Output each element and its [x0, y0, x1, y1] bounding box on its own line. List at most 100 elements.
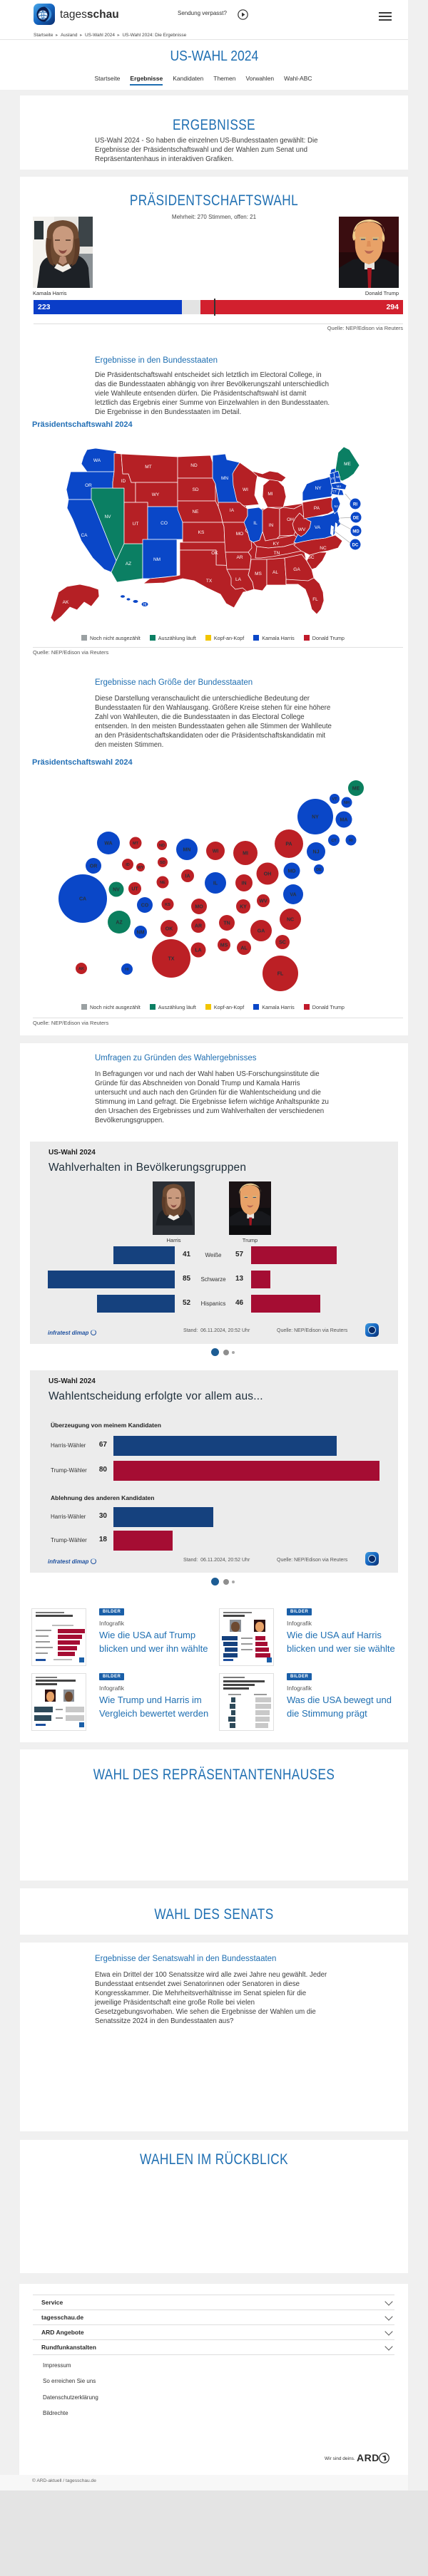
svg-text:SD: SD — [192, 487, 198, 492]
svg-text:HI: HI — [143, 603, 147, 607]
svg-text:OH: OH — [264, 872, 272, 877]
svg-text:OK: OK — [211, 551, 218, 556]
svg-text:NM: NM — [137, 931, 145, 936]
svg-text:CT: CT — [331, 839, 337, 843]
svg-text:IA: IA — [230, 508, 235, 513]
svg-text:NY: NY — [315, 486, 322, 491]
svg-text:GA: GA — [293, 567, 300, 572]
svg-text:VA: VA — [315, 525, 321, 530]
svg-text:RI: RI — [353, 503, 357, 507]
svg-text:VT: VT — [332, 797, 337, 802]
svg-text:CA: CA — [79, 897, 86, 902]
svg-text:PA: PA — [285, 842, 292, 847]
svg-text:TX: TX — [206, 579, 213, 584]
svg-text:MT: MT — [133, 842, 139, 846]
svg-text:AL: AL — [240, 946, 248, 951]
svg-text:VA: VA — [290, 893, 296, 898]
svg-text:CA: CA — [81, 533, 88, 538]
svg-text:AR: AR — [236, 555, 243, 560]
svg-text:SC: SC — [307, 555, 314, 560]
svg-text:DC: DC — [352, 544, 359, 548]
svg-text:AZ: AZ — [126, 562, 131, 567]
svg-text:WA: WA — [93, 458, 101, 463]
svg-text:ID: ID — [121, 479, 126, 484]
svg-text:ND: ND — [159, 844, 165, 848]
svg-text:RI: RI — [349, 839, 353, 843]
svg-text:MD: MD — [288, 869, 296, 874]
svg-text:MA: MA — [340, 818, 348, 823]
svg-text:NJ: NJ — [313, 850, 320, 855]
svg-text:AK: AK — [78, 967, 84, 971]
svg-text:DE: DE — [316, 868, 322, 872]
svg-text:ME: ME — [344, 462, 351, 467]
svg-text:NC: NC — [320, 546, 327, 551]
svg-text:WY: WY — [152, 492, 160, 497]
svg-text:WI: WI — [243, 487, 248, 492]
svg-text:UT: UT — [133, 522, 139, 527]
svg-text:IL: IL — [213, 881, 218, 886]
svg-text:WV: WV — [298, 527, 306, 532]
svg-text:NV: NV — [104, 514, 111, 519]
svg-text:NH: NH — [336, 475, 340, 479]
svg-text:KS: KS — [165, 903, 170, 907]
svg-text:WA: WA — [104, 842, 112, 847]
svg-text:LA: LA — [235, 577, 242, 582]
svg-text:ND: ND — [190, 463, 198, 468]
svg-text:IA: IA — [185, 874, 190, 879]
svg-text:KS: KS — [198, 530, 205, 535]
svg-text:IN: IN — [242, 881, 247, 886]
svg-text:NY: NY — [312, 815, 319, 820]
svg-text:AK: AK — [63, 600, 69, 605]
svg-text:IL: IL — [253, 521, 258, 526]
svg-text:MO: MO — [195, 905, 203, 910]
svg-text:NM: NM — [153, 557, 160, 562]
svg-text:DE: DE — [353, 517, 359, 521]
svg-text:TN: TN — [223, 921, 230, 926]
svg-text:SD: SD — [160, 861, 165, 865]
svg-text:WV: WV — [259, 899, 268, 904]
svg-text:MS: MS — [220, 943, 228, 948]
svg-text:NE: NE — [160, 881, 165, 885]
svg-text:GA: GA — [258, 929, 265, 934]
svg-text:OR: OR — [85, 483, 92, 488]
svg-text:WI: WI — [213, 849, 219, 854]
svg-text:IN: IN — [269, 523, 274, 528]
svg-text:AR: AR — [195, 924, 202, 929]
svg-text:MN: MN — [183, 848, 191, 853]
svg-text:KY: KY — [273, 542, 280, 547]
svg-text:OH: OH — [287, 517, 294, 522]
svg-text:MS: MS — [255, 571, 262, 576]
svg-text:KY: KY — [240, 905, 247, 910]
svg-text:CO: CO — [160, 521, 168, 526]
svg-text:AZ: AZ — [116, 921, 123, 926]
svg-text:MI: MI — [268, 492, 272, 497]
svg-text:AL: AL — [272, 570, 278, 575]
svg-text:OK: OK — [165, 927, 173, 932]
svg-text:HI: HI — [125, 968, 129, 972]
svg-text:MT: MT — [145, 465, 151, 470]
svg-text:TN: TN — [274, 551, 280, 556]
svg-text:MN: MN — [221, 476, 228, 481]
svg-text:PA: PA — [314, 506, 320, 511]
svg-text:NV: NV — [113, 888, 120, 893]
svg-text:MI: MI — [243, 852, 248, 857]
svg-text:LA: LA — [195, 948, 201, 953]
svg-text:SC: SC — [279, 941, 286, 946]
svg-text:CT: CT — [332, 490, 337, 493]
svg-text:WY: WY — [138, 866, 144, 870]
svg-text:NC: NC — [287, 918, 294, 923]
svg-text:VT: VT — [330, 477, 335, 480]
svg-text:OR: OR — [90, 864, 98, 869]
svg-text:ME: ME — [352, 787, 360, 792]
svg-text:NE: NE — [192, 509, 199, 514]
svg-text:CO: CO — [141, 904, 149, 909]
svg-text:MD: MD — [352, 530, 360, 534]
svg-text:TX: TX — [168, 957, 175, 962]
svg-text:UT: UT — [131, 887, 138, 892]
svg-text:FL: FL — [312, 597, 318, 602]
svg-text:MO: MO — [236, 532, 243, 537]
svg-text:FL: FL — [277, 972, 284, 977]
svg-text:ID: ID — [126, 863, 130, 867]
svg-text:NH: NH — [344, 801, 350, 805]
svg-text:MA: MA — [337, 485, 341, 488]
